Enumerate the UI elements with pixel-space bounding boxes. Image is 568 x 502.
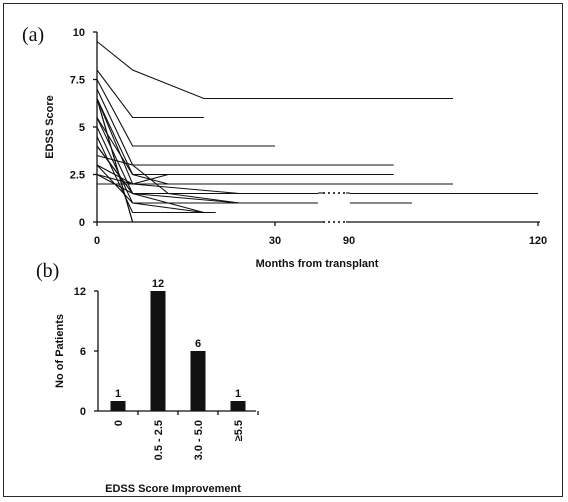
axis-break-marker — [318, 188, 350, 228]
patient-line — [96, 88, 394, 166]
y-tick-label: 2.5 — [70, 170, 85, 182]
bar — [110, 401, 126, 411]
panel-a-series — [96, 41, 538, 223]
bar-value-label: 6 — [195, 338, 201, 350]
panel-a-x-axis-title: Months from transplant — [256, 258, 379, 270]
panel-b-bars: 1 12 6 1 — [110, 278, 246, 411]
patient-line — [96, 79, 275, 147]
y-tick-label: 6 — [80, 346, 86, 358]
bar — [190, 351, 206, 411]
bar-value-label: 1 — [235, 388, 241, 400]
patient-line — [96, 173, 275, 185]
bar-value-label: 1 — [115, 388, 121, 400]
panel-a-y-axis-title: EDSS Score — [44, 95, 56, 159]
category-label: 0.5 - 2.5 — [153, 420, 165, 460]
category-label: 0 — [113, 420, 125, 426]
patient-line — [96, 41, 453, 100]
figure-frame — [3, 3, 563, 497]
bar-value-label: 12 — [152, 278, 164, 290]
bar — [150, 291, 166, 411]
x-tick-label: 120 — [529, 235, 547, 247]
patient-line — [96, 98, 394, 176]
panel-b-y-axis-title: No of Patients — [54, 314, 66, 388]
category-label: 3.0 - 5.0 — [193, 420, 205, 460]
y-tick-label: 0 — [79, 217, 85, 229]
patient-line — [96, 98, 453, 185]
y-tick-label: 10 — [73, 27, 85, 39]
panel-b-x-axis-title: EDSS Score Improvement — [105, 483, 241, 495]
category-label: ≥5.5 — [233, 420, 245, 441]
bar — [230, 401, 246, 411]
y-tick-label: 12 — [74, 286, 86, 298]
panel-b-bar-chart: (b) 0 6 12 1 12 6 1 0 0.5 - 2.5 3.0 - 5.0 ≥5.5 N… — [36, 260, 259, 495]
panel-b-label: (b) — [36, 260, 59, 282]
patient-line — [96, 145, 204, 214]
panel-a-label: (a) — [22, 24, 44, 46]
y-tick-label: 5 — [79, 122, 85, 134]
y-tick-label: 0 — [80, 406, 86, 418]
x-tick-label: 90 — [343, 235, 355, 247]
patient-line — [96, 98, 134, 223]
patient-line — [96, 69, 204, 119]
x-tick-label: 0 — [94, 235, 100, 247]
y-tick-label: 7.5 — [70, 75, 85, 87]
patient-line — [96, 117, 169, 185]
x-tick-label: 30 — [269, 235, 281, 247]
panel-a-line-chart: (a) 0 2.5 5 7.5 10 0 30 90 120 EDSS Score Month… — [22, 24, 547, 270]
